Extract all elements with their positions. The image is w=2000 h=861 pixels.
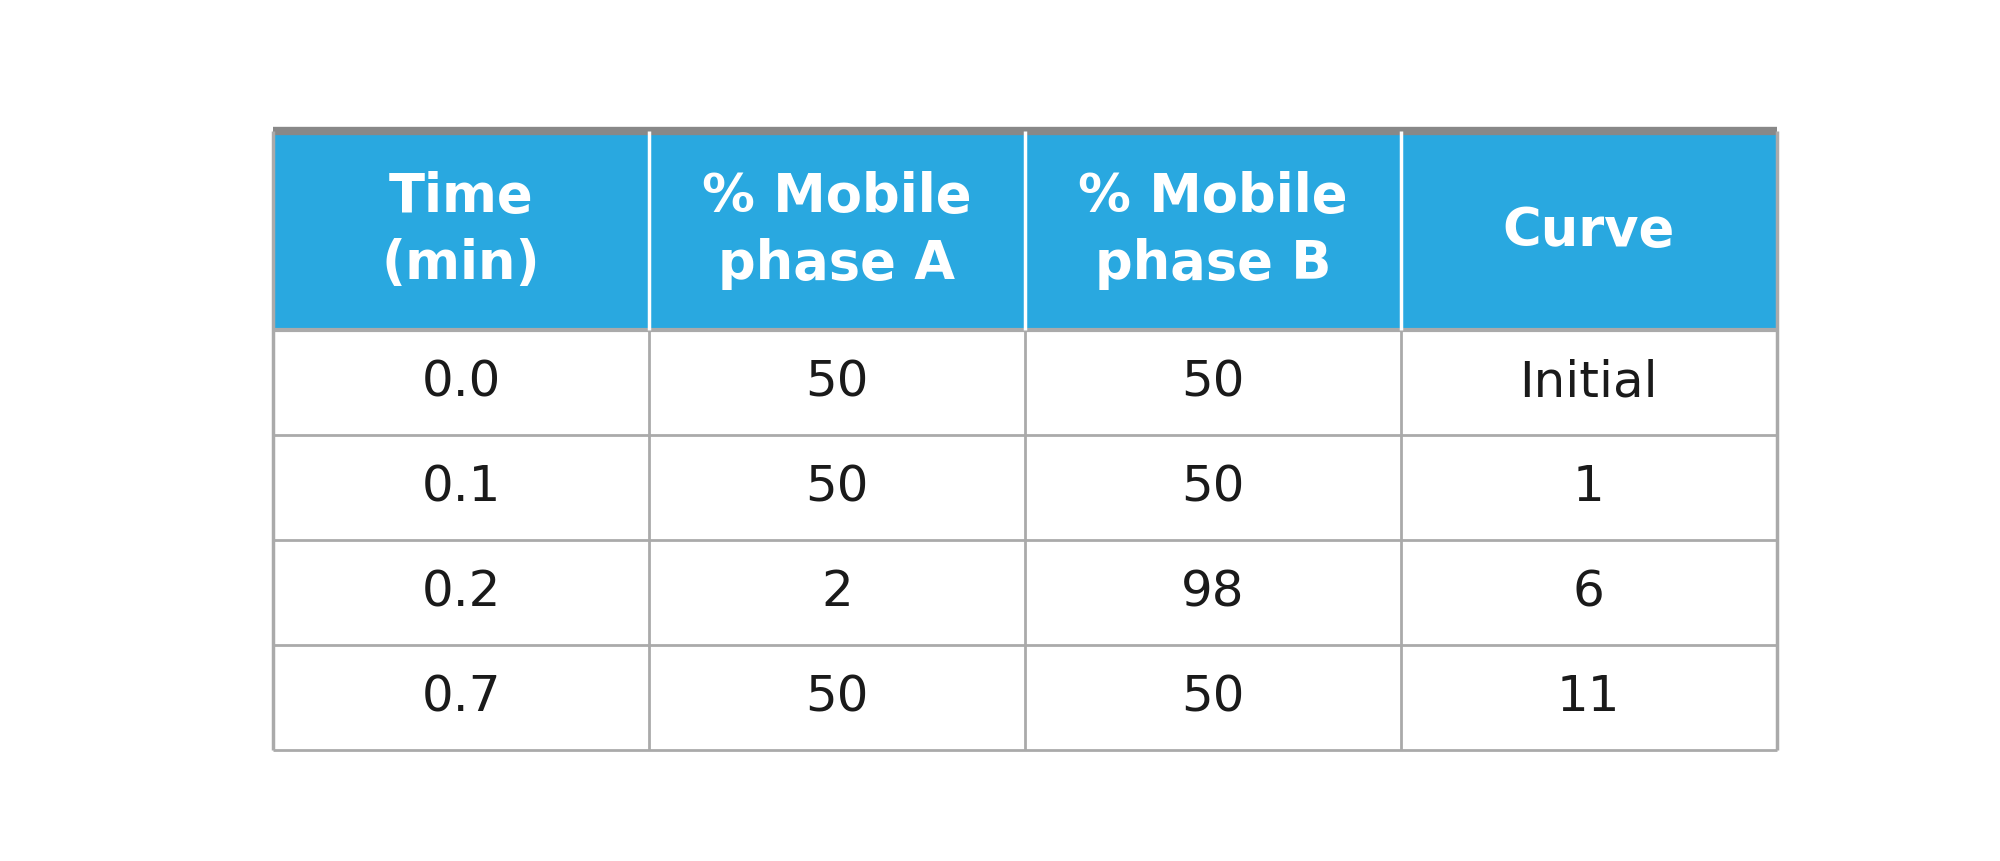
Bar <box>650 435 1024 540</box>
Text: 50: 50 <box>806 673 868 722</box>
Text: Initial: Initial <box>1520 358 1658 406</box>
Text: 0.0: 0.0 <box>422 358 500 406</box>
Bar <box>650 645 1024 750</box>
Text: 50: 50 <box>1182 673 1244 722</box>
Text: % Mobile
phase B: % Mobile phase B <box>1078 171 1348 290</box>
Text: 6: 6 <box>1572 568 1604 616</box>
Bar <box>1024 435 1400 540</box>
Text: 50: 50 <box>1182 463 1244 511</box>
Text: 0.2: 0.2 <box>422 568 500 616</box>
Bar <box>650 330 1024 435</box>
Bar <box>274 131 650 330</box>
Bar <box>1024 540 1400 645</box>
Bar <box>1400 645 1776 750</box>
Text: 0.1: 0.1 <box>422 463 500 511</box>
Text: Curve: Curve <box>1502 205 1674 257</box>
Bar <box>274 330 650 435</box>
Text: 2: 2 <box>822 568 852 616</box>
Text: % Mobile
phase A: % Mobile phase A <box>702 171 972 290</box>
Text: Time
(min): Time (min) <box>382 171 540 290</box>
Text: 0.7: 0.7 <box>422 673 500 722</box>
Bar <box>1400 435 1776 540</box>
Bar <box>1024 330 1400 435</box>
Text: 98: 98 <box>1182 568 1244 616</box>
Text: 11: 11 <box>1558 673 1620 722</box>
Bar <box>1400 540 1776 645</box>
Bar <box>274 540 650 645</box>
Bar <box>650 131 1024 330</box>
Bar <box>1024 131 1400 330</box>
Bar <box>274 435 650 540</box>
Text: 50: 50 <box>806 463 868 511</box>
Bar <box>650 540 1024 645</box>
Text: 1: 1 <box>1572 463 1604 511</box>
Bar <box>274 645 650 750</box>
Text: 50: 50 <box>1182 358 1244 406</box>
Bar <box>1400 131 1776 330</box>
Bar <box>1024 645 1400 750</box>
Text: 50: 50 <box>806 358 868 406</box>
Bar <box>1400 330 1776 435</box>
